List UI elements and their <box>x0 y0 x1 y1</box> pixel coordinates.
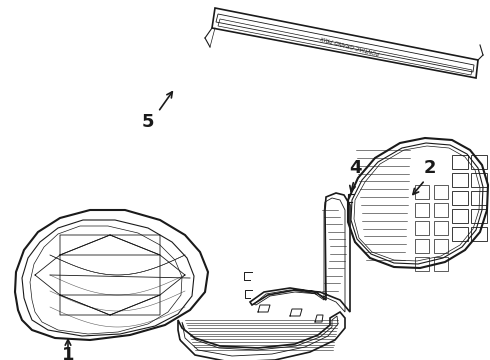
Text: 1: 1 <box>62 346 74 360</box>
Bar <box>415 257 429 271</box>
Bar <box>452 191 468 205</box>
Bar <box>415 221 429 235</box>
Bar <box>434 203 448 217</box>
Bar <box>434 257 448 271</box>
Bar <box>415 185 429 199</box>
Bar <box>434 185 448 199</box>
Bar <box>452 209 468 223</box>
Text: 4: 4 <box>349 159 361 177</box>
Bar <box>415 203 429 217</box>
Bar <box>434 239 448 253</box>
Bar <box>452 155 468 169</box>
Bar <box>434 221 448 235</box>
Bar <box>471 191 487 205</box>
Bar <box>471 155 487 169</box>
Text: 2: 2 <box>424 159 436 177</box>
Text: PONTIAC GRAND PRIX: PONTIAC GRAND PRIX <box>320 35 380 55</box>
Bar <box>452 227 468 241</box>
Bar <box>471 227 487 241</box>
Bar <box>415 239 429 253</box>
Bar <box>471 209 487 223</box>
Bar <box>471 173 487 187</box>
Text: 5: 5 <box>142 113 154 131</box>
Bar <box>452 173 468 187</box>
